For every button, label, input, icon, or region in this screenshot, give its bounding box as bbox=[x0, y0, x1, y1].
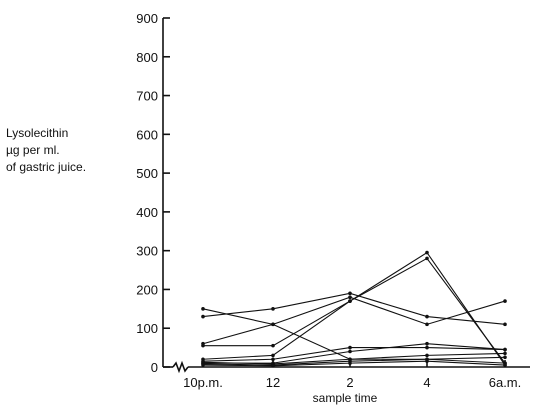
data-point bbox=[271, 353, 275, 358]
y-tick-label: 500 bbox=[136, 166, 158, 181]
y-axis-title-line-2: µg per ml. bbox=[6, 143, 60, 157]
data-point bbox=[348, 345, 352, 350]
y-tick-label: 100 bbox=[136, 321, 158, 336]
data-point bbox=[271, 343, 275, 348]
data-point bbox=[271, 307, 275, 311]
series-line-3 bbox=[202, 296, 506, 345]
y-tick-label: 300 bbox=[136, 244, 158, 259]
x-tick-label: 2 bbox=[346, 375, 353, 390]
y-tick-label: 400 bbox=[136, 205, 158, 220]
y-axis-title-line-1: Lysolecithin bbox=[6, 126, 68, 140]
data-point bbox=[271, 322, 275, 327]
data-point bbox=[348, 291, 352, 296]
data-point bbox=[348, 299, 352, 303]
x-tick-label: 12 bbox=[266, 375, 280, 390]
y-tick-label: 0 bbox=[151, 360, 158, 375]
y-tick-label: 200 bbox=[136, 282, 158, 297]
data-point bbox=[425, 341, 429, 346]
data-point bbox=[425, 353, 429, 358]
y-axis-title: Lysolecithin µg per ml. of gastric juice… bbox=[6, 126, 86, 174]
data-point bbox=[201, 307, 205, 311]
x-tick-label: 4 bbox=[423, 375, 430, 390]
data-point bbox=[201, 343, 205, 348]
data-point bbox=[503, 322, 507, 327]
x-tick-label: 6a.m. bbox=[489, 375, 522, 390]
y-tick-label: 800 bbox=[136, 50, 158, 65]
data-point bbox=[348, 361, 352, 365]
data-point bbox=[503, 347, 507, 352]
series-group bbox=[201, 250, 507, 368]
data-point bbox=[503, 363, 507, 367]
data-point bbox=[348, 349, 352, 354]
data-point bbox=[425, 256, 429, 261]
y-tick-label: 700 bbox=[136, 89, 158, 104]
x-axis-title: sample time bbox=[313, 391, 378, 405]
data-point bbox=[503, 355, 507, 360]
data-point bbox=[201, 314, 205, 319]
data-point bbox=[425, 345, 429, 350]
data-point bbox=[348, 295, 352, 300]
data-point bbox=[503, 299, 507, 303]
data-point bbox=[201, 363, 205, 367]
y-axis: 0 100 200 300 400 500 600 700 800 900 bbox=[136, 11, 170, 375]
y-tick-label: 600 bbox=[136, 127, 158, 142]
data-point bbox=[425, 322, 429, 327]
data-point bbox=[271, 357, 275, 362]
data-point bbox=[425, 250, 429, 255]
data-point bbox=[503, 351, 507, 356]
data-point bbox=[425, 359, 429, 363]
axis-break-mark bbox=[172, 360, 189, 374]
y-axis-title-line-3: of gastric juice. bbox=[6, 160, 86, 174]
x-tick-label: 10p.m. bbox=[183, 375, 223, 390]
x-axis: 10p.m. 12 2 4 6a.m. bbox=[183, 360, 521, 390]
data-point bbox=[425, 314, 429, 319]
y-tick-label: 900 bbox=[136, 11, 158, 26]
